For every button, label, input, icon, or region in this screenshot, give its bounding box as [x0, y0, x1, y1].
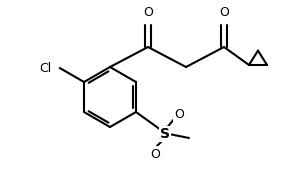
Text: O: O: [143, 6, 153, 19]
Text: S: S: [160, 127, 170, 141]
Text: Cl: Cl: [40, 62, 52, 74]
Text: O: O: [219, 6, 229, 19]
Text: O: O: [150, 148, 160, 160]
Text: O: O: [174, 108, 184, 121]
